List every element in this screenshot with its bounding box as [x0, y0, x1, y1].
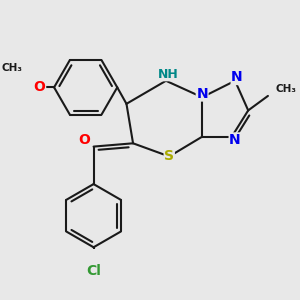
- Text: CH₃: CH₃: [2, 63, 22, 73]
- Text: CH₃: CH₃: [276, 84, 297, 94]
- Text: NH: NH: [158, 68, 178, 81]
- Text: O: O: [78, 133, 90, 147]
- Text: N: N: [231, 70, 243, 85]
- Text: Cl: Cl: [86, 264, 101, 278]
- Text: S: S: [164, 149, 174, 164]
- Text: N: N: [229, 133, 241, 147]
- Text: N: N: [196, 87, 208, 101]
- Text: O: O: [34, 80, 46, 94]
